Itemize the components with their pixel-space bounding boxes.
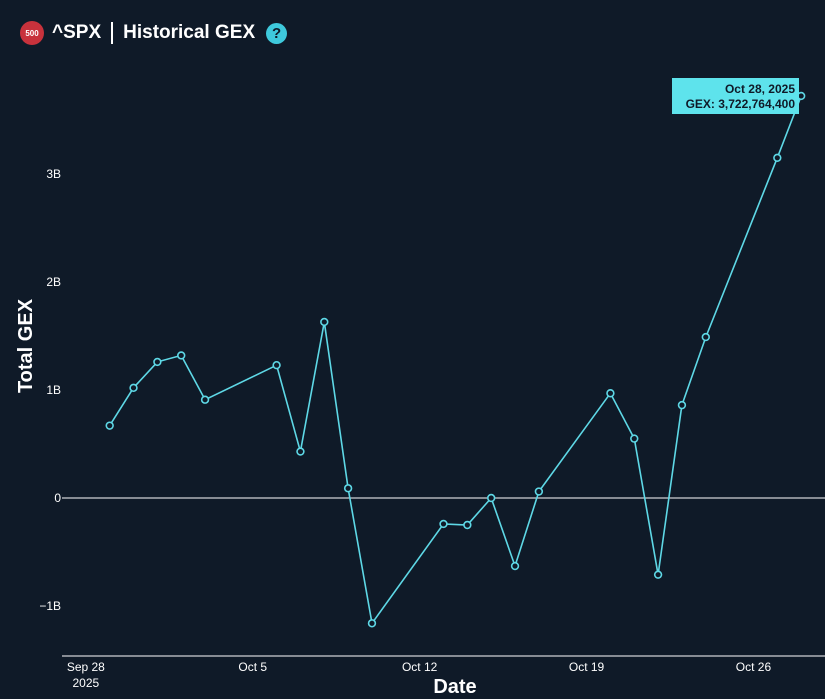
data-point[interactable] [177,351,186,360]
data-point[interactable] [129,383,138,393]
data-point[interactable] [367,619,377,628]
data-point[interactable] [439,519,448,529]
data-point[interactable] [653,570,663,579]
data-point[interactable] [630,434,639,443]
data-point[interactable] [701,332,710,342]
chart-header: 500 ^SPX Historical GEX ? [20,20,288,46]
data-point[interactable] [773,153,782,163]
x-axis-title: Date [433,676,476,698]
tooltip-date: Oct 28, 2025 [725,82,795,96]
data-point[interactable] [153,357,162,367]
data-point[interactable] [343,484,353,493]
x-tick-label: Sep 28 2025 [67,660,105,690]
y-axis-title: Total GEX [15,298,37,393]
data-point[interactable] [486,493,496,503]
spx-500-badge-icon: 500 [20,21,44,45]
y-tick-label: 2B [46,275,61,289]
data-point[interactable] [606,389,615,398]
data-point[interactable] [534,487,544,496]
x-tick-label: Oct 26 [736,660,772,674]
x-tick-label: Oct 5 [238,660,267,674]
series-line [109,95,802,626]
x-tick-label: Oct 12 [402,660,438,674]
data-point[interactable] [677,400,687,410]
header-divider [111,22,114,44]
y-tick-label: −1B [39,599,61,613]
data-point[interactable] [105,421,114,430]
data-points[interactable] [105,91,806,628]
y-axis-ticks: −1B 0 1B 2B 3B [39,167,61,613]
data-point[interactable] [200,395,210,404]
hover-tooltip: Oct 28, 2025 GEX: 3,722,764,400 [672,78,799,114]
data-point[interactable] [296,447,305,456]
help-icon[interactable]: ? [266,22,288,44]
data-point[interactable] [463,520,472,530]
y-tick-label: 0 [54,491,61,505]
y-tick-label: 1B [46,383,61,397]
ticker-symbol: ^SPX [52,22,102,43]
y-tick-label: 3B [46,167,61,181]
data-point[interactable] [320,317,329,327]
x-axis-ticks: Sep 28 2025 Oct 5 Oct 12 Oct 19 Oct 26 [67,660,772,690]
data-point[interactable] [272,360,281,370]
tooltip-value: GEX: 3,722,764,400 [686,97,796,111]
x-tick-label: Oct 19 [569,660,605,674]
data-point[interactable] [510,561,520,571]
tooltip-box [672,78,799,114]
page-title: Historical GEX [123,22,256,43]
